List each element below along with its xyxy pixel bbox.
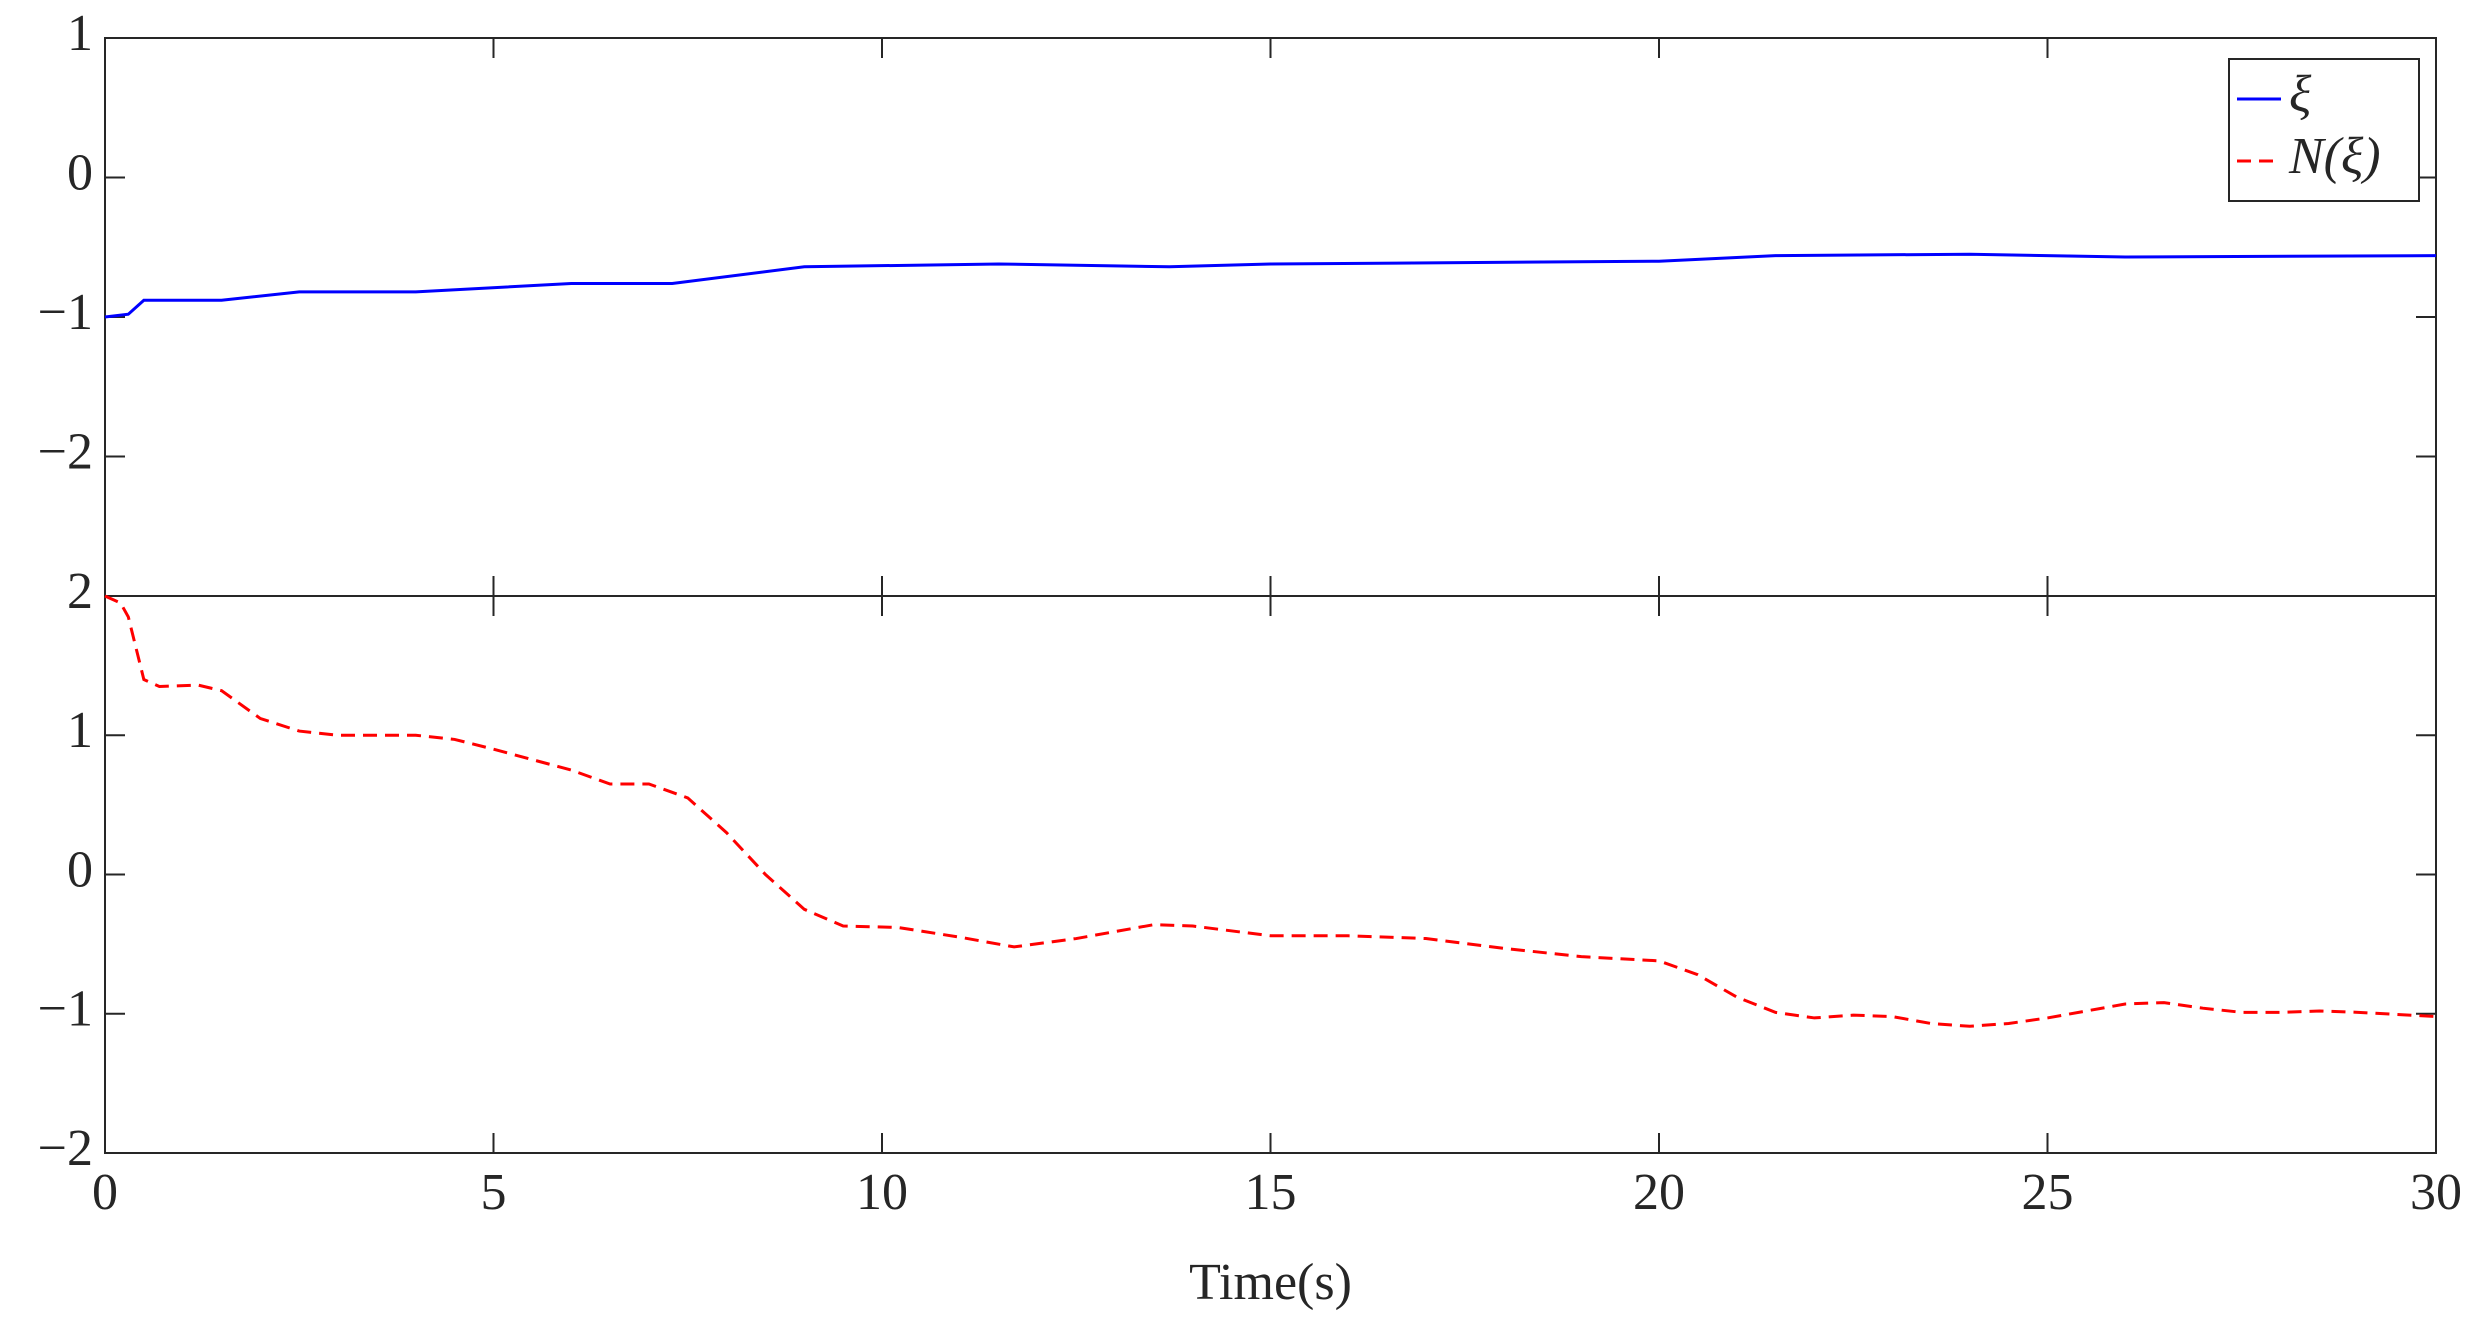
y-tick-label: −2	[38, 1120, 93, 1177]
x-tick-label: 25	[2022, 1164, 2074, 1221]
y-tick-label: −1	[38, 284, 93, 341]
legend-label: N(ξ)	[2288, 128, 2381, 185]
x-tick-label: 15	[1245, 1164, 1297, 1221]
y-tick-label: 1	[67, 5, 93, 62]
x-tick-label: 30	[2410, 1164, 2462, 1221]
y-tick-label: 0	[67, 841, 93, 898]
y-tick-label: 2	[67, 563, 93, 620]
x-axis-label: Time(s)	[1189, 1254, 1352, 1311]
x-tick-label: 20	[1633, 1164, 1685, 1221]
y-tick-label: −1	[38, 981, 93, 1038]
line-series	[104, 594, 2437, 1028]
axes-box	[104, 37, 2437, 597]
y-tick-label: 0	[67, 144, 93, 201]
x-tick-label: 5	[481, 1164, 507, 1221]
y-tick-label: 1	[67, 702, 93, 759]
legend-box	[2228, 58, 2420, 202]
legend-label: ξ	[2289, 66, 2312, 123]
y-tick-label: −2	[38, 423, 93, 480]
axes-box	[104, 595, 2437, 1154]
x-tick-label: 10	[856, 1164, 908, 1221]
line-series	[104, 252, 2437, 319]
x-tick-label: 0	[92, 1164, 118, 1221]
